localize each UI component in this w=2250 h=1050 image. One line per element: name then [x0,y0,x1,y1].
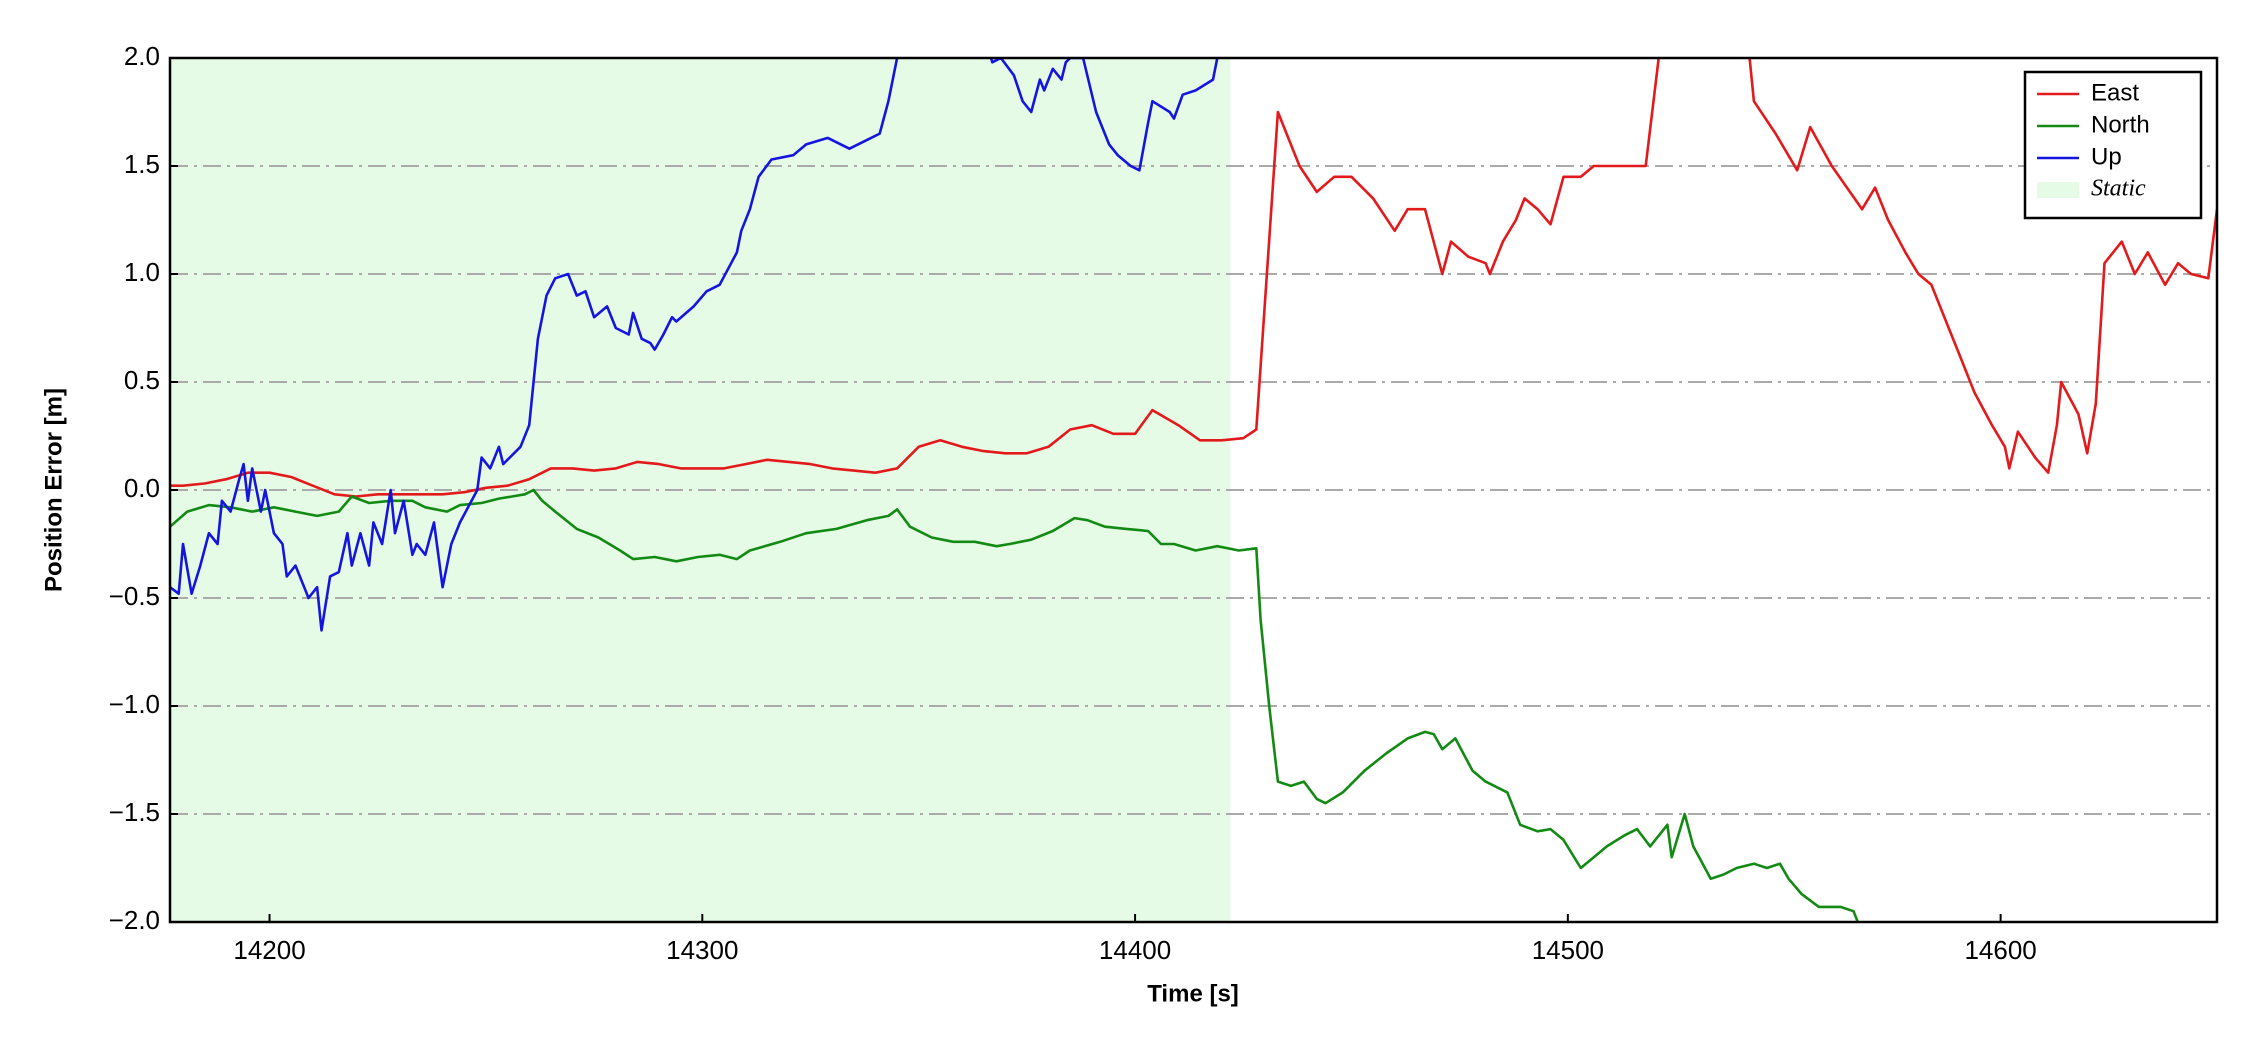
legend-label: Up [2091,143,2122,170]
lines [170,58,2217,922]
y-tick-label: −1.0 [109,689,160,719]
axes: −2.0 −1.5 −1.0 −0.5 0.0 0.5 1.0 1.5 2.0 14200 1430… [109,41,2219,965]
y-tick-label: 2.0 [124,41,160,71]
series-line [170,58,2217,498]
y-tick-label: 0.0 [124,473,160,503]
legend: East North Up Static [2023,70,2203,220]
y-tick-label: −2.0 [109,905,160,935]
legend-swatch [2037,182,2079,198]
series-line [170,488,1860,922]
x-tick-label: 14200 [233,935,305,965]
y-axis-label: Position Error [m] [40,388,67,592]
legend-label: North [2091,111,2150,138]
x-axis-label: Time [s] [1147,980,1239,1007]
y-tick-label: 0.5 [124,365,160,395]
y-tick-label: 1.0 [124,257,160,287]
y-tick-label: −1.5 [109,797,160,827]
plot-frame [168,56,2219,924]
y-tick-label: −0.5 [109,581,160,611]
x-tick-label: 14600 [1964,935,2036,965]
x-tick-label: 14500 [1532,935,1604,965]
y-tick-label: 1.5 [124,149,160,179]
x-tick-label: 14400 [1099,935,1171,965]
legend-label: Static [2091,176,2146,202]
legend-label: East [2091,79,2139,106]
series-line [170,58,1219,632]
x-tick-label: 14300 [666,935,738,965]
